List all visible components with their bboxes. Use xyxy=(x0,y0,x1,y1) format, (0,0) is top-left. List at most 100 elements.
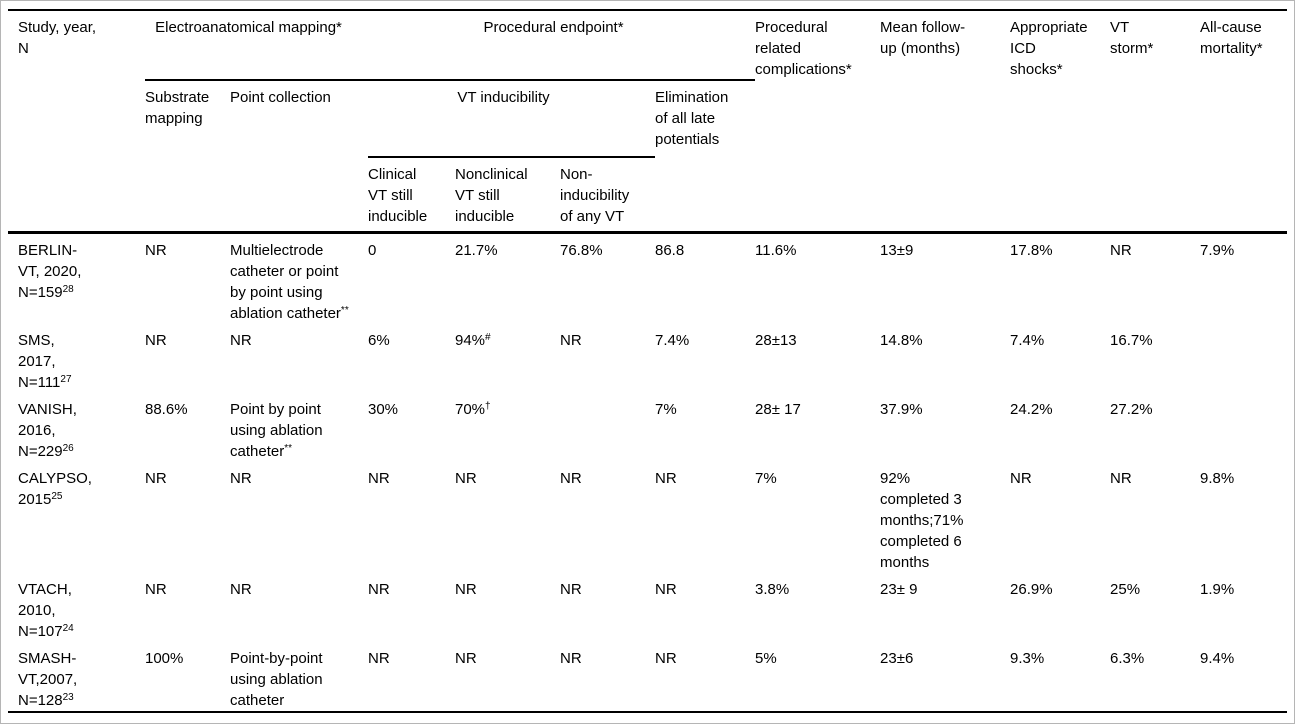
cell-text: BERLIN-VT, 2020, N=159 xyxy=(18,241,82,301)
cell-clinical-vt: NR xyxy=(368,649,390,667)
cell-nonclinical-vt: NR xyxy=(455,642,560,712)
cell-complications: 5% xyxy=(755,649,777,667)
cell-text: SMASH-VT,2007, N=128 xyxy=(18,649,78,709)
cell-icd-shocks: 26.9% xyxy=(1010,580,1053,598)
cell-text: 94% xyxy=(455,331,486,349)
table-row-smash-vt: SMASH-VT,2007, N=12823 100% Point-by-poi… xyxy=(8,642,1287,712)
superscript-reference: ** xyxy=(284,442,292,454)
cell-followup: 23± 9 xyxy=(880,580,918,598)
cell-text: CALYPSO, 2015 xyxy=(18,469,92,508)
cell-mortality: 9.4% xyxy=(1200,649,1235,667)
cell-mortality xyxy=(1200,324,1287,393)
cell-followup: 23±6 xyxy=(880,649,914,667)
cell-followup: 92% completed 3 months;71% completed 6 m… xyxy=(880,469,964,571)
cell-study: BERLIN-VT, 2020, N=15928 xyxy=(8,232,145,324)
col-header-vt-storm: VT storm* xyxy=(1110,19,1154,57)
col-header-procedural-complications: Procedural related complications* xyxy=(755,19,852,78)
col-header-electroanatomical-mapping: Electroanatomical mapping* xyxy=(145,10,368,81)
cell-elimination: NR xyxy=(655,580,677,598)
cell-study: VANISH, 2016, N=22926 xyxy=(8,393,145,462)
table-header: Study, year, N Electroanatomical mapping… xyxy=(8,10,1288,232)
cell-elimination: 7% xyxy=(655,400,677,418)
cell-noninducibility: NR xyxy=(560,331,582,349)
cell-noninducibility: NR xyxy=(560,649,582,667)
col-header-procedural-endpoint: Procedural endpoint* xyxy=(368,10,756,81)
col-header-clinical-vt-inducible: Clinical VT still inducible xyxy=(368,166,428,225)
cell-elimination: NR xyxy=(655,649,677,667)
table-row-calypso: CALYPSO, 201525 NR NR NR NR NR NR 7% 92%… xyxy=(8,462,1287,573)
superscript-reference: ** xyxy=(340,304,349,316)
col-header-study: Study, year, N xyxy=(18,19,97,57)
cell-point-collection: Point-by-point using ablation catheter xyxy=(230,642,368,712)
superscript-reference: # xyxy=(485,331,491,343)
cell-substrate-mapping: 100% xyxy=(145,649,184,667)
cell-followup: 13±9 xyxy=(880,241,914,259)
col-header-substrate-mapping: Substrate mapping xyxy=(145,89,210,127)
col-header-vt-inducibility: VT inducibility xyxy=(368,80,655,158)
cell-text: Point by point using ablation catheter xyxy=(230,400,323,460)
cell-vt-storm: NR xyxy=(1110,241,1132,259)
cell-icd-shocks: 9.3% xyxy=(1010,649,1045,667)
header-row-subgroups: Substrate mapping Point collection VT in… xyxy=(8,80,1287,158)
col-header-noninducibility-any-vt: Non-inducibility of any VT xyxy=(560,166,630,225)
cell-text: NR xyxy=(455,649,477,667)
cell-text: 21.7% xyxy=(455,241,498,259)
table-body: BERLIN-VT, 2020, N=15928 NR Multielectro… xyxy=(8,232,1287,712)
cell-complications: 7% xyxy=(755,469,777,487)
cell-point-collection: Point by point using ablation catheter** xyxy=(230,393,368,462)
cell-text: NR xyxy=(230,331,252,349)
superscript-reference: 24 xyxy=(62,622,74,634)
cell-vt-storm: 16.7% xyxy=(1110,331,1153,349)
cell-substrate-mapping: NR xyxy=(145,331,167,349)
cell-nonclinical-vt: NR xyxy=(455,462,560,573)
cell-icd-shocks: NR xyxy=(1010,469,1032,487)
cell-clinical-vt: 0 xyxy=(368,241,377,259)
cell-text: VANISH, 2016, N=229 xyxy=(18,400,77,460)
col-header-mean-followup: Mean follow-up (months) xyxy=(880,19,966,57)
superscript-reference: 27 xyxy=(60,373,72,385)
cell-vt-storm: NR xyxy=(1110,469,1132,487)
cell-text: SMS, 2017, N=111 xyxy=(18,331,61,391)
cell-text: NR xyxy=(230,469,252,487)
cell-complications: 28±13 xyxy=(755,331,797,349)
cell-noninducibility xyxy=(560,393,655,462)
cell-complications: 3.8% xyxy=(755,580,790,598)
cell-mortality: 1.9% xyxy=(1200,580,1235,598)
cell-clinical-vt: NR xyxy=(368,580,390,598)
cell-clinical-vt: 30% xyxy=(368,400,399,418)
studies-comparison-table: Study, year, N Electroanatomical mapping… xyxy=(8,9,1288,713)
cell-icd-shocks: 24.2% xyxy=(1010,400,1053,418)
cell-nonclinical-vt: NR xyxy=(455,573,560,642)
col-header-elimination-late-potentials: Elimination of all late potentials xyxy=(655,89,729,148)
cell-text: VTACH, 2010, N=107 xyxy=(18,580,72,640)
header-row-leaf: Clinical VT still inducible Nonclinical … xyxy=(8,157,1287,232)
cell-point-collection: NR xyxy=(230,462,368,573)
cell-point-collection: NR xyxy=(230,324,368,393)
cell-clinical-vt: 6% xyxy=(368,331,390,349)
table-row-vtach: VTACH, 2010, N=10724 NR NR NR NR NR NR 3… xyxy=(8,573,1287,642)
cell-study: VTACH, 2010, N=10724 xyxy=(8,573,145,642)
cell-elimination: NR xyxy=(655,469,677,487)
cell-noninducibility: NR xyxy=(560,580,582,598)
cell-vt-storm: 6.3% xyxy=(1110,649,1145,667)
superscript-reference: 25 xyxy=(51,490,63,502)
col-header-icd-shocks: Appropriate ICD shocks* xyxy=(1010,19,1088,78)
cell-study: SMASH-VT,2007, N=12823 xyxy=(8,642,145,712)
cell-elimination: 7.4% xyxy=(655,331,690,349)
cell-substrate-mapping: NR xyxy=(145,580,167,598)
cell-nonclinical-vt: 21.7% xyxy=(455,232,560,324)
superscript-reference: 28 xyxy=(62,283,74,295)
header-row-groups: Study, year, N Electroanatomical mapping… xyxy=(8,10,1287,81)
cell-substrate-mapping: NR xyxy=(145,241,167,259)
cell-noninducibility: 76.8% xyxy=(560,241,603,259)
col-header-all-cause-mortality: All-cause mortality* xyxy=(1200,19,1263,57)
cell-text: NR xyxy=(455,580,477,598)
cell-nonclinical-vt: 70%† xyxy=(455,393,560,462)
cell-study: SMS, 2017, N=11127 xyxy=(8,324,145,393)
col-header-nonclinical-vt-inducible: Nonclinical VT still inducible xyxy=(455,166,528,225)
cell-text: Multielectrode catheter or point by poin… xyxy=(230,241,341,322)
cell-complications: 11.6% xyxy=(755,241,797,259)
cell-complications: 28± 17 xyxy=(755,400,801,418)
cell-text: NR xyxy=(455,469,477,487)
table-row-sms: SMS, 2017, N=11127 NR NR 6% 94%# NR 7.4%… xyxy=(8,324,1287,393)
